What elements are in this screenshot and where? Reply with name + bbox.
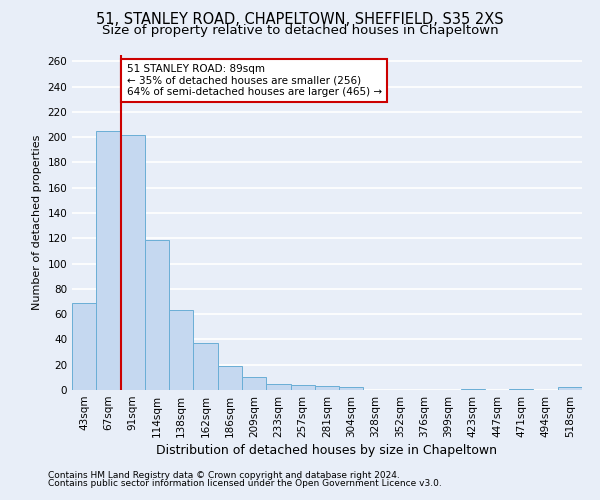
Bar [193,343,218,390]
Bar [218,366,242,390]
Bar [121,134,145,390]
Text: 51, STANLEY ROAD, CHAPELTOWN, SHEFFIELD, S35 2XS: 51, STANLEY ROAD, CHAPELTOWN, SHEFFIELD,… [96,12,504,28]
Y-axis label: Number of detached properties: Number of detached properties [32,135,42,310]
Bar [72,303,96,390]
Bar [461,388,485,390]
Bar [339,388,364,390]
Text: Contains HM Land Registry data © Crown copyright and database right 2024.: Contains HM Land Registry data © Crown c… [48,471,400,480]
Text: Size of property relative to detached houses in Chapeltown: Size of property relative to detached ho… [101,24,499,37]
Bar [242,378,266,390]
Bar [558,388,582,390]
Bar [145,240,169,390]
Bar [315,386,339,390]
Bar [169,310,193,390]
Bar [509,388,533,390]
Bar [266,384,290,390]
X-axis label: Distribution of detached houses by size in Chapeltown: Distribution of detached houses by size … [157,444,497,457]
Bar [290,385,315,390]
Bar [96,131,121,390]
Text: 51 STANLEY ROAD: 89sqm
← 35% of detached houses are smaller (256)
64% of semi-de: 51 STANLEY ROAD: 89sqm ← 35% of detached… [127,64,382,97]
Text: Contains public sector information licensed under the Open Government Licence v3: Contains public sector information licen… [48,478,442,488]
